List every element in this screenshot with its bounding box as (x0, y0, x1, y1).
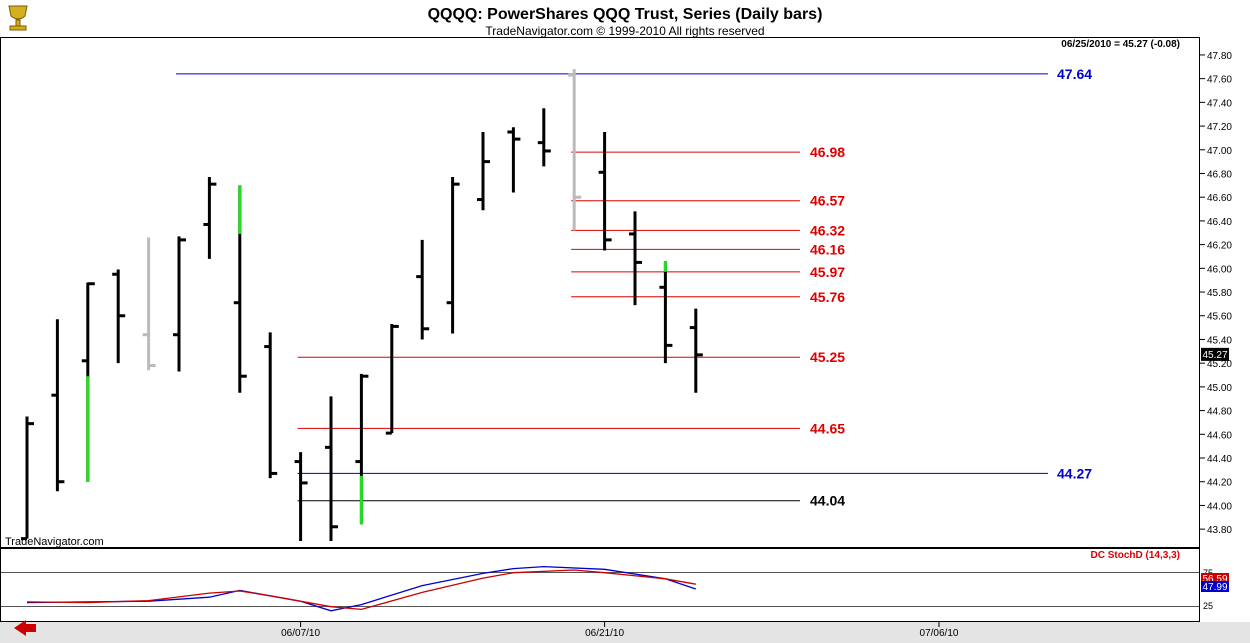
level-label: 45.25 (810, 349, 845, 365)
price-tick-label: 45.80 (1207, 288, 1232, 299)
indicator-panel (0, 548, 1200, 622)
stoch-tick-label: 25 (1203, 601, 1213, 611)
stoch-value-label: 56.59 (1202, 574, 1227, 585)
level-label: 46.98 (810, 144, 845, 160)
level-label: 44.65 (810, 420, 845, 436)
price-tick-label: 45.00 (1207, 383, 1232, 394)
price-tick-label: 46.00 (1207, 264, 1232, 275)
price-tick-label: 46.60 (1207, 193, 1232, 204)
level-label: 44.04 (810, 493, 845, 509)
price-tick-label: 47.60 (1207, 75, 1232, 86)
logo-icon (0, 0, 36, 36)
price-tick-label: 43.80 (1207, 525, 1232, 536)
indicator-title: DC StochD (14,3,3) (1091, 550, 1180, 561)
level-label: 46.16 (810, 241, 845, 257)
date-axis (0, 622, 1250, 643)
price-tick-label: 44.20 (1207, 478, 1232, 489)
price-tick-label: 47.80 (1207, 51, 1232, 62)
price-tick-label: 46.20 (1207, 241, 1232, 252)
price-tick-label: 45.60 (1207, 312, 1232, 323)
level-label: 46.32 (810, 222, 845, 238)
chart-title: QQQQ: PowerShares QQQ Trust, Series (Dai… (428, 6, 823, 23)
price-tick-label: 47.40 (1207, 98, 1232, 109)
scroll-left-arrow-icon[interactable] (14, 620, 36, 636)
price-panel (0, 37, 1200, 548)
price-tick-label: 46.80 (1207, 169, 1232, 180)
level-label: 46.57 (810, 193, 845, 209)
chart-subtitle: TradeNavigator.com © 1999-2010 All right… (485, 24, 764, 38)
date-tick-label: 06/21/10 (585, 628, 624, 639)
stoch-line (26, 569, 696, 611)
level-label: 44.27 (1057, 465, 1092, 481)
stoch-line (26, 565, 697, 612)
price-tick-label: 47.20 (1207, 122, 1232, 133)
price-tick-label: 44.60 (1207, 430, 1232, 441)
last-price-label: 45.27 (1202, 350, 1227, 361)
level-label: 45.97 (810, 264, 845, 280)
date-tick-label: 07/06/10 (920, 628, 959, 639)
date-tick-label: 06/07/10 (281, 628, 320, 639)
price-tick-label: 45.40 (1207, 335, 1232, 346)
last-price-tag (1201, 347, 1229, 361)
level-label: 47.64 (1057, 66, 1092, 82)
price-tick-label: 44.40 (1207, 454, 1232, 465)
stoch-value-tag (1201, 581, 1229, 592)
stoch-value-tag (1201, 573, 1229, 584)
price-tick-label: 45.20 (1207, 359, 1232, 370)
watermark: TradeNavigator.com (5, 536, 104, 548)
price-tick-label: 47.00 (1207, 146, 1232, 157)
price-tick-label: 46.40 (1207, 217, 1232, 228)
price-readout: 06/25/2010 = 45.27 (-0.08) (1061, 39, 1180, 50)
level-label: 45.76 (810, 289, 845, 305)
price-tick-label: 44.80 (1207, 407, 1232, 418)
price-tick-label: 44.00 (1207, 501, 1232, 512)
stoch-value-label: 47.99 (1202, 582, 1227, 593)
